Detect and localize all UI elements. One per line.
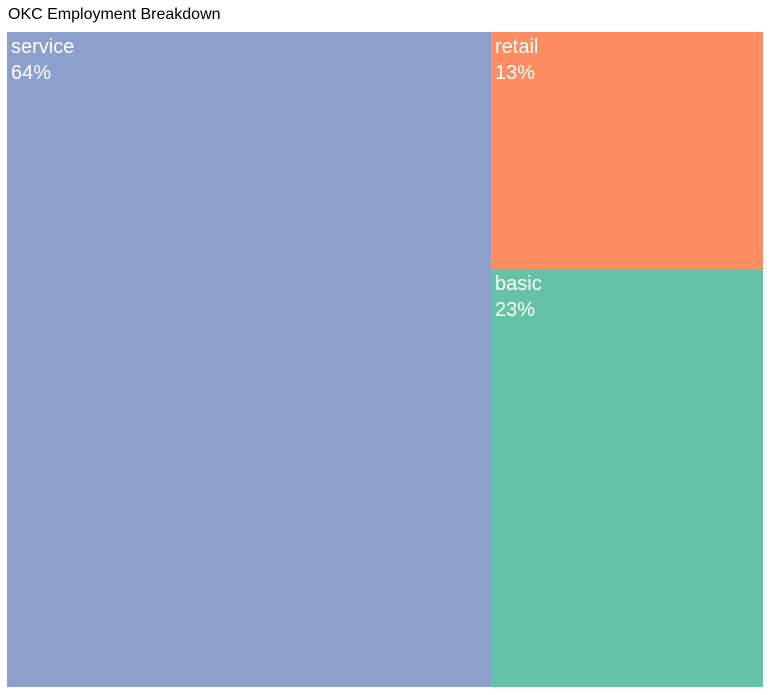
chart-title: OKC Employment Breakdown xyxy=(8,6,221,23)
tile-value: 23% xyxy=(495,299,536,321)
treemap-tile-retail: retail 13% xyxy=(491,32,763,269)
treemap-tile-basic: basic 23% xyxy=(491,269,763,687)
treemap-tile-label: basic 23% xyxy=(495,271,542,323)
tile-value: 64% xyxy=(11,62,52,84)
treemap-tile-label: retail 13% xyxy=(495,34,538,86)
tile-name: service xyxy=(11,36,75,58)
tile-value: 13% xyxy=(495,62,536,84)
treemap-chart: service 64% retail 13% basic 23% xyxy=(7,32,763,687)
treemap-tile-label: service 64% xyxy=(11,34,74,86)
tile-name: retail xyxy=(495,36,539,58)
treemap-tile-service: service 64% xyxy=(7,32,491,687)
tile-name: basic xyxy=(495,273,542,295)
